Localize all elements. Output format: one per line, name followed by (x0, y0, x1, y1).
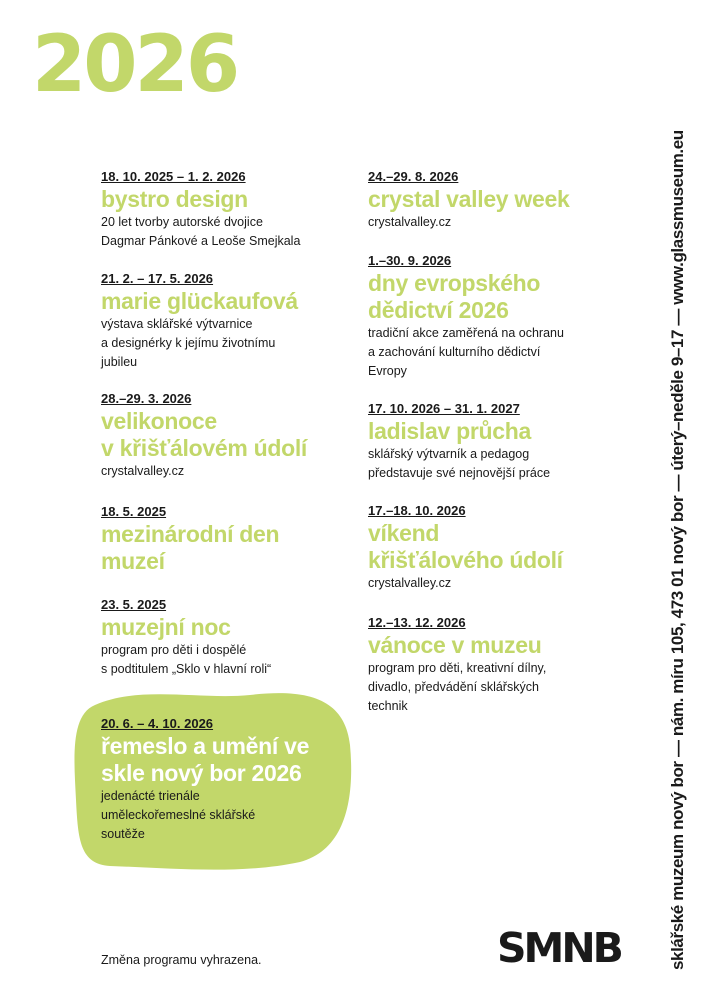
event-description: program pro děti i dospělé (101, 643, 247, 657)
event-description: představuje své nejnovější práce (368, 466, 551, 480)
event-description: a designérky k jejímu životnímu (101, 336, 276, 350)
event-item: 24.–29. 8. 2026 crystal valley week crysta… (368, 168, 630, 232)
event-title: ladislav průcha (368, 418, 531, 444)
event-title: vánoce v muzeu (368, 632, 542, 658)
event-date: 12.–13. 12. 2026 (368, 615, 466, 630)
event-item: 28.–29. 3. 2026 velikonoce v křišťálovém ú… (101, 390, 363, 481)
event-title: řemeslo a umění ve (101, 733, 310, 759)
event-description: uměleckořemeslné sklářské (101, 808, 256, 822)
event-item: 23. 5. 2025 muzejní noc program pro děti i… (101, 596, 363, 679)
event-description: crystalvalley.cz (368, 576, 452, 590)
event-description: Evropy (368, 364, 407, 378)
event-title: muzejní noc (101, 614, 231, 640)
event-title: křišťálového údolí (368, 547, 563, 573)
event-title: muzeí (101, 548, 165, 574)
event-item: 17. 10. 2026 – 31. 1. 2027 ladislav průch… (368, 400, 630, 483)
event-description: technik (368, 699, 408, 713)
event-description: výstava sklářské výtvarnice (101, 317, 253, 331)
event-date: 18. 5. 2025 (101, 504, 167, 519)
event-description: a zachování kulturního dědictví (368, 345, 541, 359)
event-title: mezinárodní den (101, 521, 280, 547)
event-title: dny evropského (368, 270, 541, 296)
footer-note: Změna programu vyhrazena. (101, 953, 262, 967)
event-description: sklářský výtvarník a pedagog (368, 447, 530, 461)
event-date: 17. 10. 2026 – 31. 1. 2027 (368, 401, 520, 416)
event-date: 24.–29. 8. 2026 (368, 169, 459, 184)
event-description: jubileu (101, 355, 138, 369)
smnb-logo: SMNB (497, 924, 624, 972)
event-description: soutěže (101, 827, 145, 841)
event-date: 17.–18. 10. 2026 (368, 503, 466, 518)
event-description: crystalvalley.cz (101, 464, 185, 478)
event-item: 21. 2. – 17. 5. 2026 marie glückaufová výs… (101, 270, 363, 372)
event-description: 20 let tvorby autorské dvojice (101, 215, 263, 229)
event-description: divadlo, předvádění sklářských (368, 680, 539, 694)
event-date: 23. 5. 2025 (101, 597, 167, 612)
event-item: 12.–13. 12. 2026 vánoce v muzeu program pr… (368, 614, 630, 716)
event-description: Dagmar Pánkové a Leoše Smejkala (101, 234, 301, 248)
event-date: 21. 2. – 17. 5. 2026 (101, 271, 214, 286)
event-title: marie glückaufová (101, 288, 298, 314)
event-date: 20. 6. – 4. 10. 2026 (101, 716, 214, 731)
event-title: bystro design (101, 186, 248, 212)
museum-info-vertical: sklářské muzeum nový bor — nám. míru 105… (668, 130, 687, 970)
event-item: 1.–30. 9. 2026 dny evropského dědictví 202… (368, 252, 630, 381)
event-title: crystal valley week (368, 186, 570, 212)
event-title: v křišťálovém údolí (101, 435, 308, 461)
event-item: 18. 10. 2025 – 1. 2. 2026 bystro design 20… (101, 168, 363, 251)
event-description: jedenácté trienále (101, 789, 200, 803)
event-title: skle nový bor 2026 (101, 760, 302, 786)
year-heading: 2026 (32, 20, 240, 110)
event-date: 18. 10. 2025 – 1. 2. 2026 (101, 169, 246, 184)
event-date: 28.–29. 3. 2026 (101, 391, 192, 406)
event-item: 17.–18. 10. 2026 víkend křišťálového údolí… (368, 502, 630, 593)
event-title: velikonoce (101, 408, 217, 434)
event-description: tradiční akce zaměřená na ochranu (368, 326, 564, 340)
event-item: 20. 6. – 4. 10. 2026 řemeslo a umění ve sk… (101, 715, 363, 844)
event-title: dědictví 2026 (368, 297, 509, 323)
event-item: 18. 5. 2025 mezinárodní den muzeí (101, 503, 363, 575)
event-description: program pro děti, kreativní dílny, (368, 661, 547, 675)
event-description: s podtitulem „Sklo v hlavní roli“ (101, 662, 272, 676)
event-description: crystalvalley.cz (368, 215, 452, 229)
event-date: 1.–30. 9. 2026 (368, 253, 452, 268)
event-title: víkend (368, 520, 440, 546)
